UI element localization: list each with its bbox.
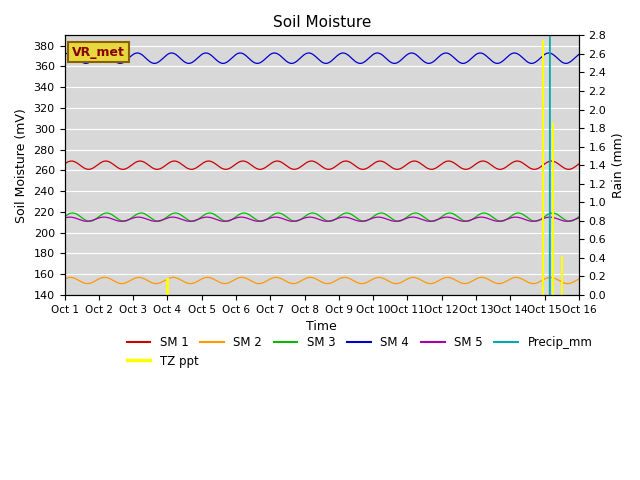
SM 2 [575, 276, 582, 282]
Legend: TZ ppt: TZ ppt [122, 350, 203, 372]
SM 1 [188, 167, 195, 172]
SM 3 [257, 218, 265, 224]
SM 1 [290, 167, 298, 172]
Bar [541, 40, 544, 295]
SM 5 [299, 216, 307, 221]
SM 4 [280, 56, 287, 61]
Text: VR_met: VR_met [72, 46, 125, 59]
Y-axis label: Rain (mm): Rain (mm) [612, 132, 625, 198]
Line: SM 1: SM 1 [65, 161, 579, 169]
SM 2 [354, 280, 362, 286]
SM 5 [290, 218, 298, 224]
SM 2 [122, 280, 130, 286]
SM 5 [100, 214, 108, 220]
Bar [552, 123, 554, 295]
SM 4 [100, 50, 108, 56]
SM 5 [289, 218, 296, 224]
SM 5 [306, 214, 314, 220]
SM 2 [84, 281, 92, 287]
SM 3 [300, 215, 307, 220]
SM 3 [275, 210, 282, 216]
SM 2 [61, 276, 68, 282]
SM 1 [354, 165, 362, 170]
SM 1 [122, 166, 129, 172]
Bar [561, 256, 563, 295]
SM 5 [279, 216, 287, 222]
Line: SM 5: SM 5 [65, 217, 579, 221]
SM 4 [300, 52, 307, 58]
SM 3 [575, 214, 582, 219]
SM 5 [354, 218, 362, 224]
SM 5 [61, 215, 68, 221]
SM 2 [300, 277, 307, 283]
SM 4 [202, 50, 210, 56]
SM 4 [185, 60, 193, 66]
SM 3 [290, 218, 298, 224]
SM 3 [280, 212, 287, 217]
SM 1 [170, 158, 178, 164]
SM 5 [575, 215, 582, 221]
SM 4 [290, 60, 298, 66]
SM 4 [122, 59, 129, 64]
SM 5 [122, 218, 129, 224]
SM 3 [61, 214, 68, 219]
SM 3 [122, 218, 129, 224]
Line: SM 3: SM 3 [65, 213, 579, 221]
X-axis label: Time: Time [307, 320, 337, 333]
Bar [166, 278, 168, 295]
SM 3 [100, 211, 108, 216]
SM 4 [575, 51, 582, 57]
Line: SM 4: SM 4 [65, 53, 579, 63]
SM 1 [300, 162, 307, 168]
SM 1 [100, 158, 108, 164]
SM 1 [280, 161, 287, 167]
Y-axis label: Soil Moisture (mV): Soil Moisture (mV) [15, 108, 28, 223]
SM 4 [61, 51, 68, 57]
SM 2 [290, 281, 298, 287]
SM 3 [354, 216, 362, 222]
SM 2 [101, 275, 109, 280]
Title: Soil Moisture: Soil Moisture [273, 15, 371, 30]
SM 4 [354, 60, 362, 66]
Line: SM 2: SM 2 [65, 277, 579, 284]
SM 2 [67, 275, 74, 280]
SM 1 [61, 161, 68, 167]
SM 2 [280, 277, 287, 283]
SM 1 [575, 161, 582, 167]
